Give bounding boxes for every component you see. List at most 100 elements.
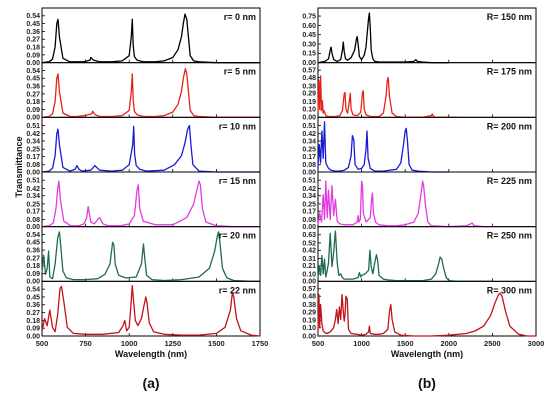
y-tick-label: 0.54 (26, 13, 40, 20)
y-tick-label: 0.27 (26, 310, 40, 317)
y-tick-label: 0.45 (26, 240, 40, 247)
y-tick-label: 0.10 (302, 325, 316, 332)
spectrum-line (41, 180, 260, 228)
y-tick-label: 0.25 (302, 201, 316, 208)
spectrum-line (41, 285, 261, 337)
y-tick-label: 0.60 (302, 23, 316, 30)
y-tick-label: 0.15 (302, 51, 316, 58)
y-tick-label: 0.18 (26, 99, 40, 106)
spectrum-line (317, 75, 458, 118)
series-label: R= 175 nm (487, 67, 532, 77)
y-tick-label: 0.17 (302, 209, 316, 216)
y-tick-label: 0.36 (26, 302, 40, 309)
y-tick-label: 0.09 (26, 52, 40, 59)
y-tick-label: 0.38 (302, 83, 316, 90)
x-tick-label: 500 (312, 339, 325, 348)
y-tick-label: 0.48 (302, 294, 316, 301)
y-tick-label: 0.51 (26, 123, 40, 130)
y-tick-label: 0.25 (302, 147, 316, 154)
y-tick-label: 0.00 (26, 333, 40, 340)
y-tick-label: 0.52 (302, 240, 316, 247)
y-tick-label: 0.19 (302, 318, 316, 325)
y-tick-label: 0.51 (26, 178, 40, 185)
x-tick-label: 1500 (397, 339, 414, 348)
y-tick-label: 0.00 (26, 224, 40, 231)
y-tick-label: 0.10 (302, 271, 316, 278)
y-tick-label: 0.10 (302, 106, 316, 113)
y-tick-label: 0.57 (302, 68, 316, 75)
subfigure-label-b: (b) (418, 375, 436, 391)
y-tick-label: 0.38 (302, 302, 316, 309)
y-tick-label: 0.25 (26, 147, 40, 154)
x-tick-label: 1000 (353, 339, 370, 348)
spectrum-line (41, 231, 260, 282)
y-tick-label: 0.34 (26, 193, 40, 200)
y-tick-label: 0.42 (26, 131, 40, 138)
spectrum-line (317, 121, 449, 173)
y-tick-label: 0.00 (302, 60, 316, 67)
y-tick-label: 0.51 (302, 123, 316, 130)
y-tick-label: 0.48 (302, 75, 316, 82)
y-axis-label: Transmittance (14, 136, 24, 197)
series-label: R= 250 nm (487, 231, 532, 241)
x-axis-label-b: Wavelength (nm) (391, 349, 463, 359)
y-tick-label: 0.45 (26, 294, 40, 301)
x-tick-label: 750 (79, 339, 92, 348)
y-tick-label: 0.00 (26, 169, 40, 176)
y-tick-label: 0.00 (302, 333, 316, 340)
spectrum-line (317, 292, 536, 337)
y-tick-label: 0.08 (302, 217, 316, 224)
spectrum-line (317, 230, 493, 282)
series-label: R= 150 nm (487, 12, 532, 22)
spectrum-line (41, 13, 260, 64)
y-tick-label: 0.45 (302, 32, 316, 39)
series-label: R= 300 nm (487, 285, 532, 295)
y-tick-label: 0.21 (302, 263, 316, 270)
y-tick-label: 0.25 (26, 201, 40, 208)
x-tick-label: 1500 (208, 339, 225, 348)
y-tick-label: 0.54 (26, 232, 40, 239)
spectrum-line (317, 12, 449, 64)
y-tick-label: 0.17 (26, 154, 40, 161)
y-tick-label: 0.17 (26, 209, 40, 216)
series-label: r= 22 nm (219, 285, 256, 295)
y-tick-label: 0.42 (302, 186, 316, 193)
y-tick-label: 0.09 (26, 271, 40, 278)
y-tick-label: 0.30 (302, 41, 316, 48)
x-tick-label: 1000 (121, 339, 138, 348)
y-tick-label: 0.08 (26, 162, 40, 169)
y-tick-label: 0.00 (26, 115, 40, 122)
y-tick-label: 0.00 (302, 224, 316, 231)
series-label: r= 10 nm (219, 121, 256, 131)
y-tick-label: 0.00 (26, 60, 40, 67)
x-tick-label: 1250 (164, 339, 181, 348)
y-tick-label: 0.29 (302, 91, 316, 98)
y-tick-label: 0.09 (26, 107, 40, 114)
subfigure-label-a: (a) (142, 375, 159, 391)
x-tick-label: 3000 (528, 339, 545, 348)
y-tick-label: 0.17 (302, 154, 316, 161)
series-label: r= 20 nm (219, 231, 256, 241)
spectrum-line (317, 180, 493, 228)
x-tick-label: 1750 (252, 339, 269, 348)
y-tick-label: 0.42 (302, 248, 316, 255)
y-tick-label: 0.09 (26, 326, 40, 333)
y-tick-label: 0.54 (26, 287, 40, 294)
series-label: R= 225 nm (487, 176, 532, 186)
y-tick-label: 0.08 (302, 162, 316, 169)
spectrum-line (41, 124, 260, 173)
x-tick-label: 500 (36, 339, 49, 348)
y-tick-label: 0.34 (302, 138, 316, 145)
y-tick-label: 0.54 (26, 68, 40, 75)
y-tick-label: 0.34 (302, 193, 316, 200)
y-tick-label: 0.18 (26, 44, 40, 51)
x-tick-label: 2500 (484, 339, 501, 348)
y-tick-label: 0.29 (302, 309, 316, 316)
series-label: r= 15 nm (219, 176, 256, 186)
y-tick-label: 0.45 (26, 21, 40, 28)
y-tick-label: 0.00 (302, 115, 316, 122)
y-tick-label: 0.57 (302, 286, 316, 293)
y-tick-label: 0.51 (302, 178, 316, 185)
y-tick-label: 0.75 (302, 13, 316, 20)
